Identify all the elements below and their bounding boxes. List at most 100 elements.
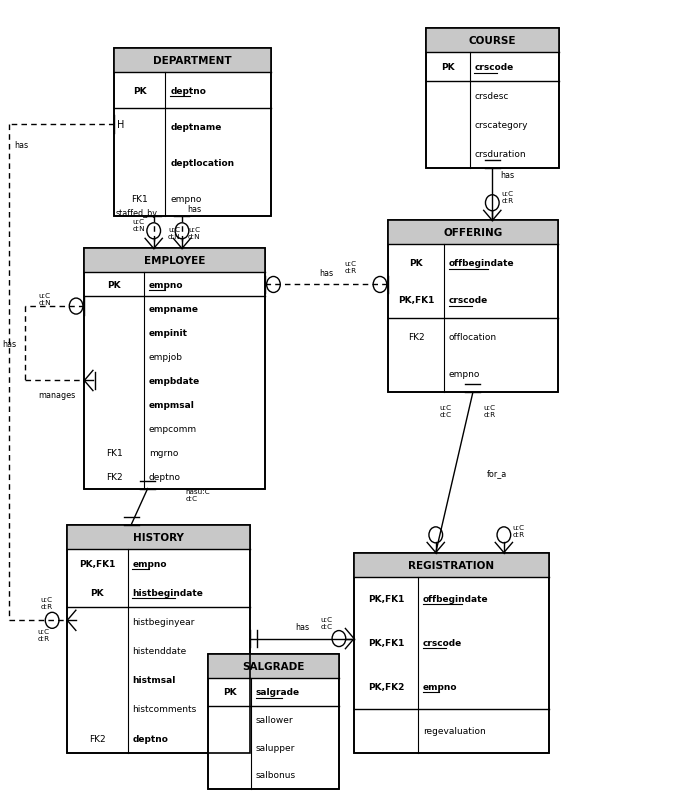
Text: for_a: for_a xyxy=(486,468,507,477)
Text: SALGRADE: SALGRADE xyxy=(242,662,305,671)
Bar xyxy=(67,525,250,549)
Text: sallower: sallower xyxy=(256,715,293,724)
Text: manages: manages xyxy=(39,391,76,400)
Text: has: has xyxy=(2,339,17,348)
Bar xyxy=(208,654,339,788)
Text: empno: empno xyxy=(423,683,457,691)
Text: histbegindate: histbegindate xyxy=(132,588,204,597)
Text: has: has xyxy=(295,622,309,631)
Bar xyxy=(208,654,339,788)
Text: PK,FK1: PK,FK1 xyxy=(368,594,404,603)
Text: FK2: FK2 xyxy=(106,472,122,481)
Text: PK,FK1: PK,FK1 xyxy=(79,559,116,568)
Text: H: H xyxy=(117,119,124,130)
Text: has: has xyxy=(319,269,334,277)
Text: PK: PK xyxy=(223,687,237,697)
Bar xyxy=(354,553,549,577)
Text: u:C
d:C: u:C d:C xyxy=(440,404,451,417)
Text: PK,FK2: PK,FK2 xyxy=(368,683,404,691)
Text: u:C
d:N: u:C d:N xyxy=(39,292,51,306)
Text: PK: PK xyxy=(409,259,423,268)
Text: FK2: FK2 xyxy=(89,734,106,743)
Bar xyxy=(354,553,549,752)
Text: histmsal: histmsal xyxy=(132,675,176,684)
Text: staffed_by: staffed_by xyxy=(116,209,157,217)
Bar xyxy=(67,525,250,752)
Text: PK,FK1: PK,FK1 xyxy=(368,638,404,647)
Bar xyxy=(114,50,270,73)
Text: histcomments: histcomments xyxy=(132,704,197,714)
Text: OFFERING: OFFERING xyxy=(443,228,502,238)
Text: PK: PK xyxy=(108,281,121,290)
Text: COURSE: COURSE xyxy=(469,36,516,47)
Text: EMPLOYEE: EMPLOYEE xyxy=(144,256,206,266)
Text: PK: PK xyxy=(132,87,146,95)
Text: u:C
d:N: u:C d:N xyxy=(188,227,201,240)
Text: empmsal: empmsal xyxy=(149,400,195,410)
Text: crscode: crscode xyxy=(475,63,513,72)
Text: crsdesc: crsdesc xyxy=(475,92,509,101)
Text: salgrade: salgrade xyxy=(256,687,300,697)
Text: deptno: deptno xyxy=(170,87,206,95)
Bar xyxy=(84,249,265,489)
Text: histenddate: histenddate xyxy=(132,646,187,655)
Text: crscode: crscode xyxy=(423,638,462,647)
Text: offbegindate: offbegindate xyxy=(448,259,515,268)
Text: u:C
d:R: u:C d:R xyxy=(344,261,357,274)
Text: empno: empno xyxy=(170,195,201,204)
Text: regevaluation: regevaluation xyxy=(423,726,486,735)
Text: PK: PK xyxy=(441,63,455,72)
Text: hasu:C
d:C: hasu:C d:C xyxy=(185,488,210,501)
Bar xyxy=(208,654,339,678)
Text: empno: empno xyxy=(448,370,480,379)
Text: PK: PK xyxy=(90,588,104,597)
Text: u:C
d:R: u:C d:R xyxy=(484,404,496,417)
Text: u:C
d:R: u:C d:R xyxy=(501,190,513,203)
Bar xyxy=(426,30,559,169)
Text: u:C
d:C: u:C d:C xyxy=(321,616,333,630)
Text: has: has xyxy=(187,205,201,213)
Bar xyxy=(388,221,558,393)
Text: u:C
d:R: u:C d:R xyxy=(37,629,50,642)
Bar xyxy=(388,221,558,393)
Text: crsduration: crsduration xyxy=(475,150,526,160)
Text: empcomm: empcomm xyxy=(149,424,197,433)
Text: offbegindate: offbegindate xyxy=(423,594,489,603)
Text: empno: empno xyxy=(132,559,167,568)
Text: empbdate: empbdate xyxy=(149,376,200,386)
Text: empjob: empjob xyxy=(149,353,183,362)
Text: has: has xyxy=(14,140,29,149)
Text: PK,FK1: PK,FK1 xyxy=(398,296,434,305)
Text: FK2: FK2 xyxy=(408,333,424,342)
Text: deptname: deptname xyxy=(170,123,221,132)
Bar xyxy=(67,525,250,752)
Text: empname: empname xyxy=(149,305,199,314)
Text: empinit: empinit xyxy=(149,329,188,338)
Text: crscategory: crscategory xyxy=(475,121,528,130)
Text: u:C
d:N: u:C d:N xyxy=(132,219,145,232)
Bar xyxy=(426,30,559,169)
Text: FK1: FK1 xyxy=(131,195,148,204)
Text: deptno: deptno xyxy=(149,472,181,481)
Text: REGISTRATION: REGISTRATION xyxy=(408,560,495,570)
Bar xyxy=(114,50,270,217)
Bar xyxy=(388,221,558,245)
Text: u:C
d:N: u:C d:N xyxy=(168,227,181,240)
Text: has: has xyxy=(500,171,514,180)
Text: salbonus: salbonus xyxy=(256,771,296,780)
Text: offlocation: offlocation xyxy=(448,333,497,342)
Text: salupper: salupper xyxy=(256,743,295,751)
Text: mgrno: mgrno xyxy=(149,448,178,457)
Bar xyxy=(354,553,549,752)
Text: u:C
d:R: u:C d:R xyxy=(513,524,525,537)
Text: FK1: FK1 xyxy=(106,448,123,457)
Bar xyxy=(426,30,559,54)
Bar xyxy=(84,249,265,489)
Bar xyxy=(84,249,265,273)
Text: deptlocation: deptlocation xyxy=(170,159,235,168)
Bar xyxy=(114,50,270,217)
Text: empno: empno xyxy=(149,281,184,290)
Text: crscode: crscode xyxy=(448,296,488,305)
Text: DEPARTMENT: DEPARTMENT xyxy=(153,56,232,67)
Text: deptno: deptno xyxy=(132,734,168,743)
